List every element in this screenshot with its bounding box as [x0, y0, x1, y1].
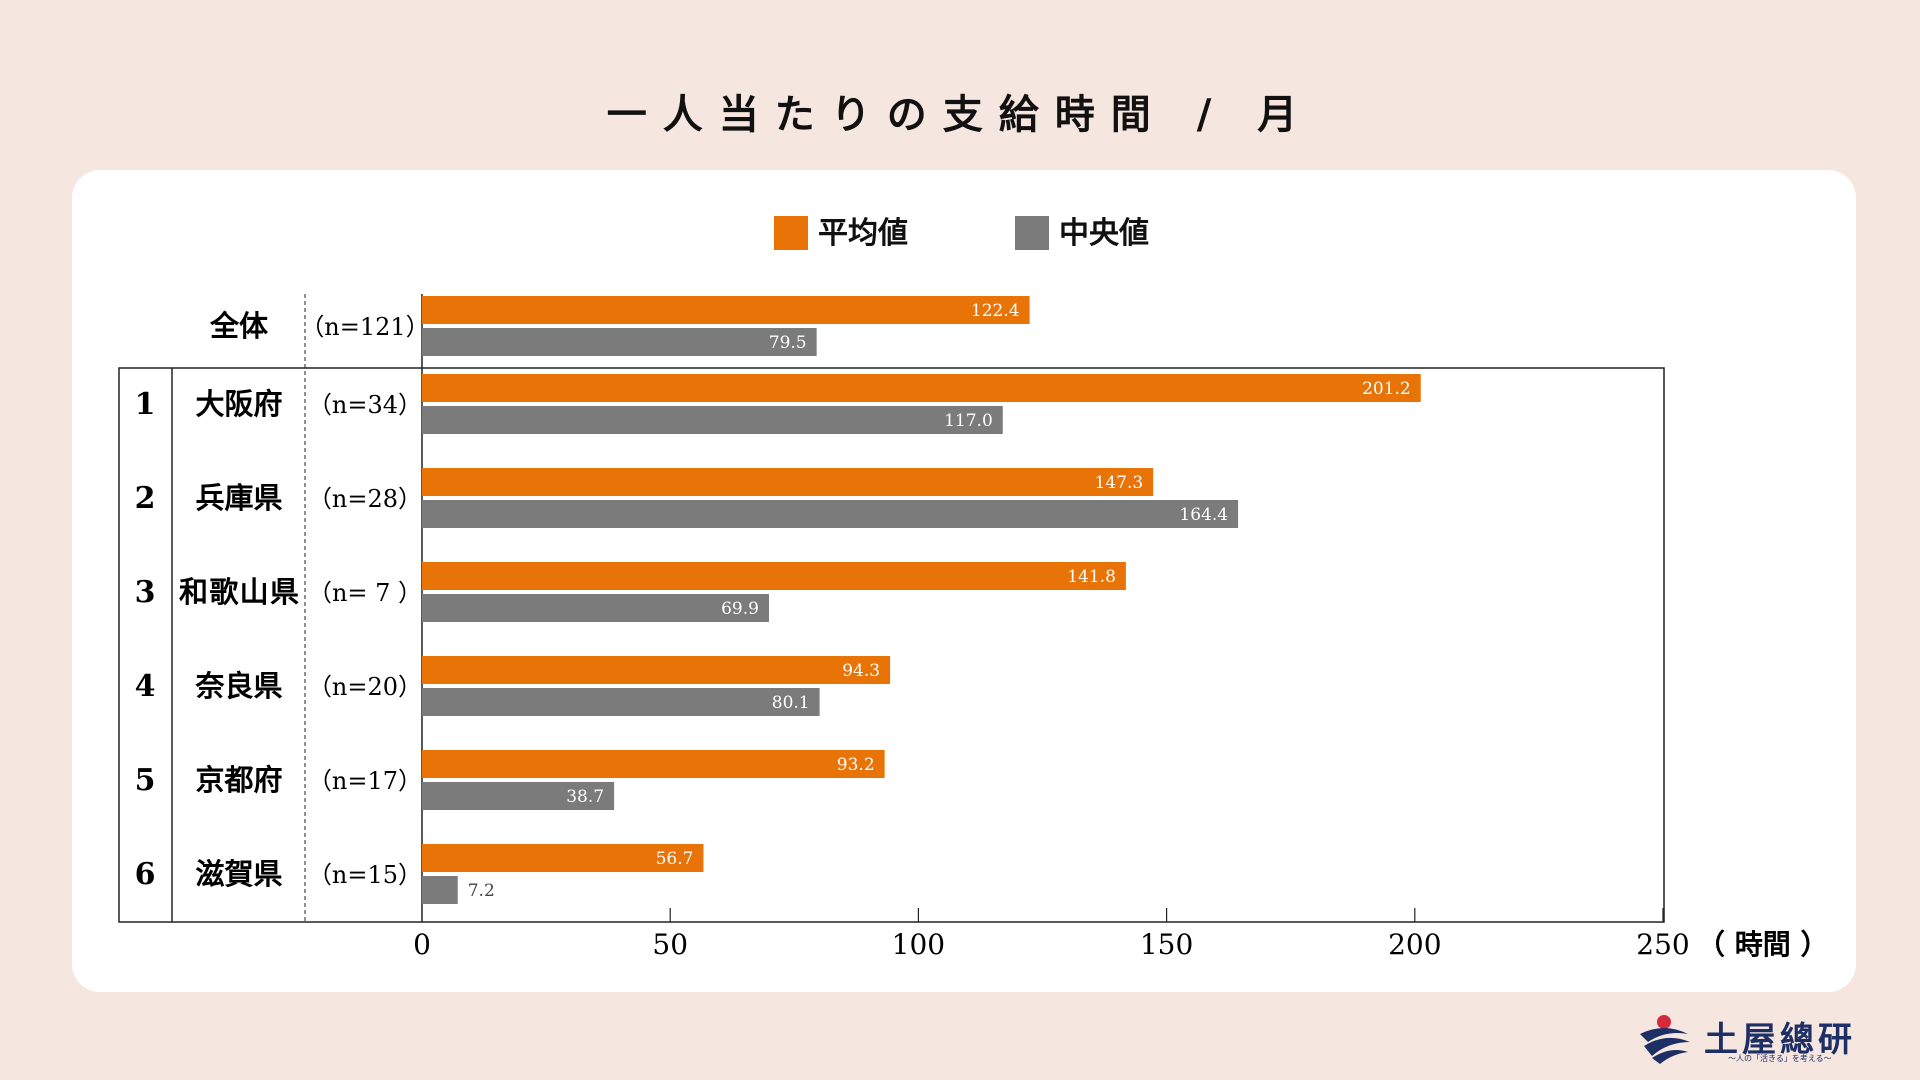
rank-number: 6 [135, 857, 156, 892]
category-row: 5 京都府 （n=17） 93.2 38.7 [135, 750, 885, 810]
rank-number: 1 [135, 387, 156, 422]
x-tick-label: 100 [892, 928, 945, 961]
value-label-median: 69.9 [721, 599, 759, 619]
rank-number: 5 [135, 763, 156, 798]
x-tick-label: 0 [413, 928, 431, 961]
bar-median [422, 406, 1003, 434]
value-label-median: 164.4 [1179, 505, 1228, 525]
x-tick-label: 250 [1636, 928, 1689, 961]
x-axis: 0 50 100 150 200 250 （ 時間 ） [413, 908, 1829, 961]
category-n: （n= 7 ） [308, 579, 422, 607]
bar-mean [422, 562, 1126, 590]
category-name: 和歌山県 [179, 575, 299, 609]
chart-rows: 全体 （n=121） 122.4 79.5 1 大阪府 （n=34） 201.2 117.0 2 兵… [135, 296, 1421, 904]
logo-mark-icon [1640, 1015, 1690, 1064]
x-tick-label: 200 [1388, 928, 1441, 961]
category-n: （n=17） [308, 767, 422, 795]
legend-swatch-1 [774, 216, 808, 250]
legend-swatch-2 [1015, 216, 1049, 250]
legend-label-1: 平均値 [818, 216, 908, 251]
logo-tagline: 〜人の「活きる」を考える〜 [1728, 1054, 1832, 1063]
rank-number: 2 [135, 481, 156, 516]
value-label-mean: 56.7 [656, 849, 694, 869]
category-name: 兵庫県 [195, 481, 282, 515]
value-label-median: 117.0 [944, 411, 993, 431]
category-n: （n=34） [308, 391, 422, 419]
category-name: 奈良県 [194, 669, 282, 703]
value-label-mean: 122.4 [971, 301, 1020, 321]
bar-mean [422, 468, 1154, 496]
value-label-mean: 93.2 [837, 755, 875, 775]
category-n: （n=121） [300, 313, 429, 341]
category-row: 4 奈良県 （n=20） 94.3 80.1 [135, 656, 891, 716]
category-n: （n=15） [308, 861, 422, 889]
legend-label-2: 中央値 [1059, 216, 1149, 251]
category-name: 全体 [209, 309, 269, 343]
bar-median [422, 782, 615, 810]
category-row: 1 大阪府 （n=34） 201.2 117.0 [135, 374, 1421, 434]
chart-card: 平均値 中央値 全体 （n=121） 122.4 79.5 1 大阪府 （n=34） 201.2… [72, 170, 1856, 992]
value-label-median: 80.1 [772, 693, 810, 713]
x-axis-label: （ 時間 ） [1697, 928, 1829, 961]
bar-median [422, 500, 1239, 528]
value-label-median: 7.2 [468, 881, 495, 901]
category-row: 2 兵庫県 （n=28） 147.3 164.4 [135, 468, 1239, 528]
bar-median [422, 594, 769, 622]
x-tick-label: 150 [1140, 928, 1193, 961]
value-label-mean: 141.8 [1067, 567, 1116, 587]
category-n: （n=28） [308, 485, 422, 513]
rank-number: 4 [135, 669, 156, 704]
value-label-mean: 201.2 [1362, 379, 1411, 399]
x-tick-label: 50 [652, 928, 688, 961]
ranking-box [118, 367, 1665, 923]
page-title: 一人当たりの支給時間 / 月 [606, 91, 1314, 138]
value-label-mean: 94.3 [842, 661, 880, 681]
logo-name: 土屋總研 [1704, 1020, 1856, 1060]
bar-mean [422, 374, 1421, 402]
category-name: 大阪府 [195, 387, 282, 421]
category-name: 滋賀県 [195, 857, 282, 891]
bar-median [422, 688, 820, 716]
category-name: 京都府 [195, 763, 282, 797]
bar-mean [422, 296, 1030, 324]
company-logo: 土屋總研 〜人の「活きる」を考える〜 [1636, 1008, 1858, 1068]
bar-median [422, 328, 817, 356]
value-label-median: 38.7 [566, 787, 604, 807]
legend: 平均値 中央値 [774, 216, 1149, 251]
bar-mean [422, 656, 891, 684]
value-label-mean: 147.3 [1095, 473, 1144, 493]
bar-mean [422, 844, 704, 872]
value-label-median: 79.5 [769, 333, 807, 353]
bar-chart: 平均値 中央値 全体 （n=121） 122.4 79.5 1 大阪府 （n=34） 201.2… [118, 216, 1829, 961]
bar-mean [422, 750, 885, 778]
rank-number: 3 [135, 575, 156, 610]
bar-median [422, 876, 458, 904]
category-row: 全体 （n=121） 122.4 79.5 [209, 296, 1030, 356]
category-n: （n=20） [308, 673, 422, 701]
category-row: 3 和歌山県 （n= 7 ） 141.8 69.9 [135, 562, 1126, 622]
category-row: 6 滋賀県 （n=15） 56.7 7.2 [135, 844, 704, 904]
